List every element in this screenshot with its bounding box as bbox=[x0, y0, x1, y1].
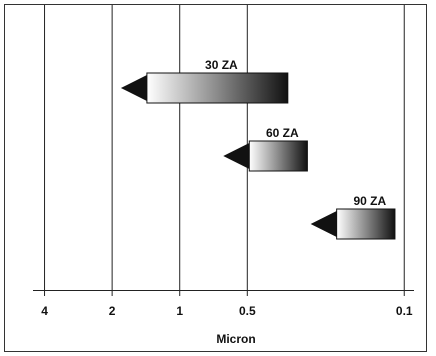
chart-frame bbox=[4, 4, 427, 352]
arrow-head bbox=[310, 211, 337, 237]
x-axis-label: Micron bbox=[216, 332, 255, 346]
range-bar bbox=[336, 208, 396, 240]
gridlines bbox=[44, 5, 405, 296]
x-tick-label: 0.1 bbox=[396, 304, 413, 318]
range-arrow: 30 ZA bbox=[120, 58, 289, 104]
bar-label: 60 ZA bbox=[266, 126, 299, 140]
bar-label: 90 ZA bbox=[353, 194, 386, 208]
arrow-head bbox=[120, 75, 147, 101]
x-tick-label: 0.5 bbox=[239, 304, 256, 318]
bar-label: 30 ZA bbox=[205, 58, 238, 72]
range-bar bbox=[146, 72, 289, 104]
tick-labels: 4 2 1 0.5 0.1 bbox=[41, 304, 413, 318]
x-tick-label: 2 bbox=[109, 304, 116, 318]
x-tick-label: 1 bbox=[176, 304, 183, 318]
bars: 30 ZA 60 ZA 90 ZA bbox=[120, 58, 396, 240]
x-tick-label: 4 bbox=[41, 304, 48, 318]
range-arrow: 60 ZA bbox=[223, 126, 308, 172]
range-arrow: 90 ZA bbox=[310, 194, 396, 240]
arrow-head bbox=[223, 143, 250, 169]
range-bar bbox=[248, 140, 308, 172]
